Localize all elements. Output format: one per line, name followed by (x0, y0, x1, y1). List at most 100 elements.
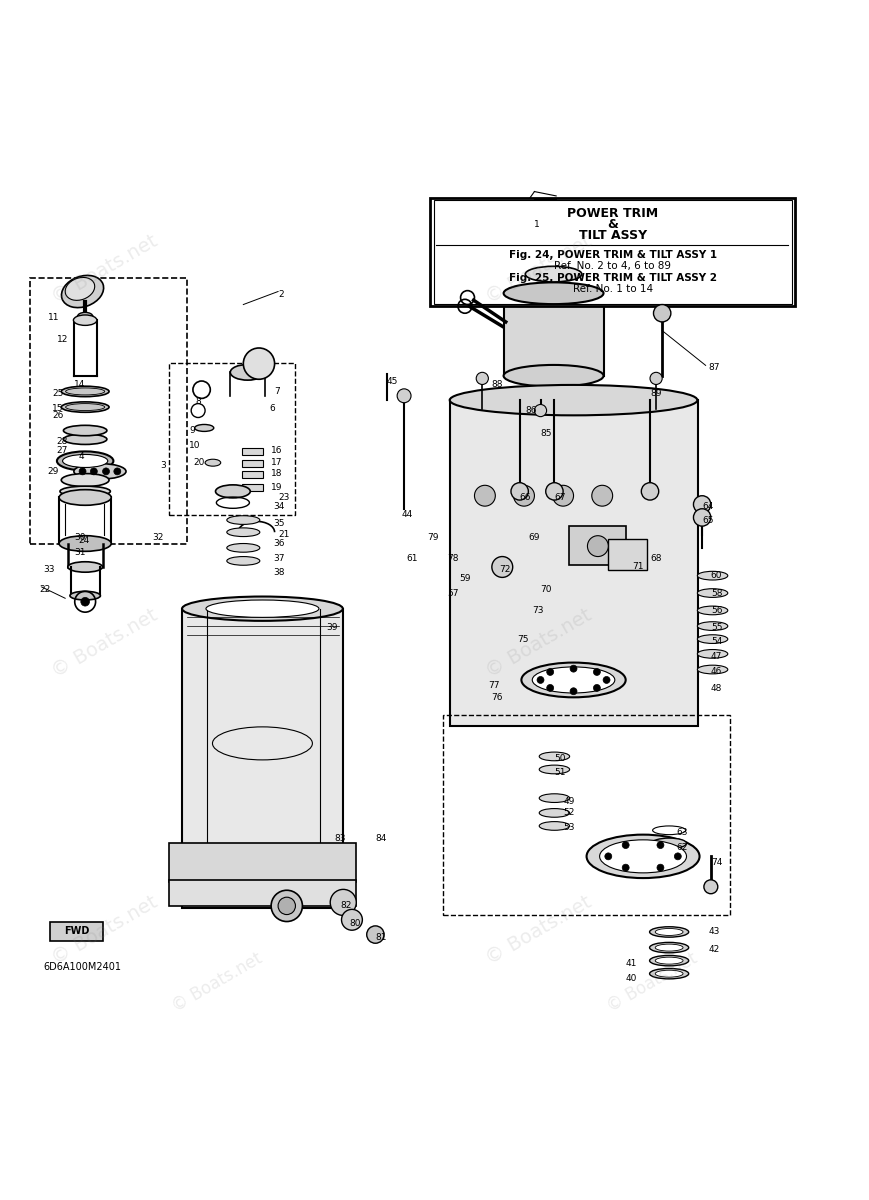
Ellipse shape (216, 485, 250, 498)
Ellipse shape (205, 460, 221, 466)
Ellipse shape (74, 463, 126, 479)
Ellipse shape (61, 386, 109, 397)
Ellipse shape (63, 434, 107, 444)
Ellipse shape (521, 662, 626, 697)
Ellipse shape (652, 838, 687, 848)
Bar (182, 608, 343, 908)
Ellipse shape (600, 840, 687, 872)
Circle shape (511, 482, 528, 500)
Bar (169, 362, 295, 515)
Text: 30: 30 (74, 533, 85, 542)
Ellipse shape (539, 766, 570, 774)
Circle shape (546, 482, 563, 500)
Ellipse shape (61, 402, 109, 413)
Circle shape (594, 684, 600, 691)
Text: 71: 71 (633, 563, 644, 571)
Ellipse shape (504, 365, 603, 386)
Text: 8: 8 (196, 397, 202, 407)
Text: 9: 9 (189, 426, 196, 436)
Ellipse shape (73, 314, 97, 325)
Text: 85: 85 (541, 428, 552, 438)
Text: 53: 53 (563, 823, 574, 832)
Ellipse shape (227, 557, 260, 565)
Circle shape (514, 485, 534, 506)
Text: POWER TRIM: POWER TRIM (567, 206, 658, 220)
Text: 59: 59 (459, 574, 470, 583)
Text: 32: 32 (152, 533, 163, 542)
Text: 62: 62 (676, 844, 687, 852)
Text: 27: 27 (56, 446, 68, 455)
Text: 48: 48 (711, 684, 722, 694)
Ellipse shape (697, 589, 727, 598)
Ellipse shape (63, 455, 108, 468)
Circle shape (342, 910, 362, 930)
Circle shape (657, 864, 664, 871)
Text: 41: 41 (626, 959, 637, 967)
Text: 65: 65 (702, 516, 713, 524)
Text: 72: 72 (500, 565, 511, 574)
Circle shape (570, 665, 577, 672)
Text: 3: 3 (161, 461, 167, 470)
Text: 44: 44 (401, 510, 413, 520)
Bar (30, 278, 187, 544)
Ellipse shape (227, 516, 260, 524)
Circle shape (243, 348, 275, 379)
Ellipse shape (450, 385, 698, 415)
Text: 64: 64 (702, 502, 713, 511)
Bar (242, 460, 263, 467)
Text: 63: 63 (676, 828, 687, 838)
Text: 74: 74 (711, 858, 722, 866)
Bar (608, 539, 647, 570)
Text: © Boats.net: © Boats.net (48, 893, 161, 968)
Text: © Boats.net: © Boats.net (482, 606, 595, 682)
Circle shape (704, 880, 718, 894)
Ellipse shape (649, 942, 688, 953)
Circle shape (594, 668, 600, 676)
Circle shape (603, 677, 610, 684)
Circle shape (650, 372, 662, 384)
Bar (569, 526, 626, 565)
Text: 56: 56 (711, 606, 722, 614)
Text: 19: 19 (271, 482, 282, 492)
Ellipse shape (539, 752, 570, 761)
Ellipse shape (59, 490, 111, 505)
Text: © Boats.net: © Boats.net (482, 232, 595, 307)
Ellipse shape (697, 571, 727, 580)
Text: 14: 14 (74, 380, 85, 389)
Text: 46: 46 (711, 667, 722, 676)
Bar (169, 844, 356, 882)
Text: Ref. No. 2 to 4, 6 to 89: Ref. No. 2 to 4, 6 to 89 (554, 262, 671, 271)
Ellipse shape (649, 968, 688, 979)
Text: 18: 18 (271, 469, 282, 479)
Text: 70: 70 (541, 586, 552, 594)
Text: 81: 81 (375, 932, 387, 942)
Text: 22: 22 (39, 586, 50, 594)
FancyBboxPatch shape (430, 198, 795, 306)
Ellipse shape (182, 596, 342, 620)
Text: 37: 37 (274, 553, 285, 563)
Ellipse shape (525, 266, 582, 282)
Circle shape (622, 841, 629, 848)
Text: 55: 55 (711, 623, 722, 632)
Text: 50: 50 (554, 754, 566, 763)
Text: TILT ASSY: TILT ASSY (579, 229, 647, 242)
Bar (169, 880, 356, 906)
Text: FWD: FWD (63, 926, 90, 936)
Circle shape (653, 305, 671, 322)
Text: 86: 86 (526, 406, 537, 415)
Text: 76: 76 (491, 692, 502, 702)
Text: 54: 54 (711, 637, 722, 647)
Text: 47: 47 (711, 652, 722, 661)
Text: 84: 84 (375, 834, 387, 844)
Circle shape (592, 485, 613, 506)
Text: 83: 83 (335, 834, 346, 844)
Ellipse shape (587, 835, 700, 878)
Text: 78: 78 (448, 553, 459, 563)
Circle shape (81, 598, 90, 606)
Circle shape (103, 468, 109, 475)
Text: 16: 16 (271, 446, 282, 455)
Circle shape (492, 557, 513, 577)
Text: © Boats.net: © Boats.net (48, 606, 161, 682)
Ellipse shape (227, 528, 260, 536)
Text: 1: 1 (534, 220, 541, 229)
